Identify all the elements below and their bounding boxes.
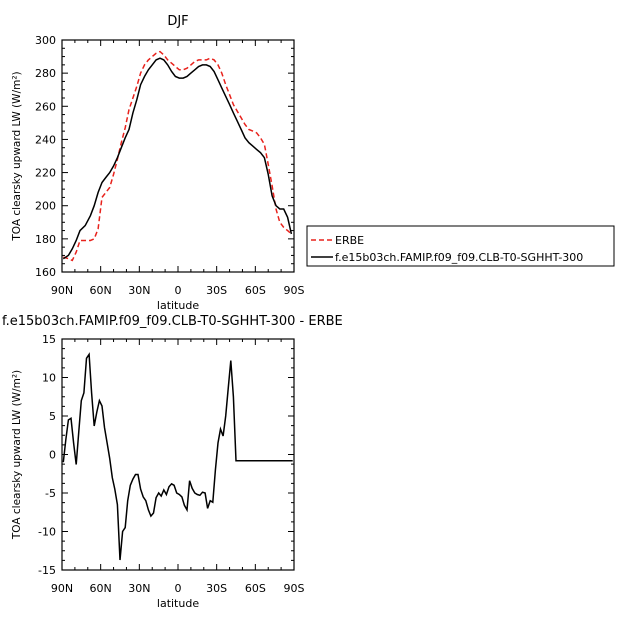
x-tick-label: 90S: [284, 284, 305, 297]
plot-frame: [61, 338, 295, 571]
x-tick-label: 0: [175, 582, 182, 595]
x-axis-label: latitude: [157, 597, 199, 610]
chart-panel-1: DJF 90N 60N 30N 0 30S 60S 90S 160 180 200 220 240 260…: [11, 14, 615, 312]
x-tick-label: 30S: [206, 284, 227, 297]
chart-panel-2: f.e15b03ch.FAMIP.f09_f09.CLB-T0-SGHHT-30…: [2, 314, 343, 610]
y-tick-label: 160: [35, 266, 56, 279]
x-tick-label: 30N: [128, 284, 150, 297]
legend: ERBE f.e15b03ch.FAMIP.f09_f09.CLB-T0-SGHH…: [306, 225, 615, 267]
x-tick-label: 60S: [245, 284, 266, 297]
y-axis-label: TOA clearsky upward LW (W/m²): [11, 71, 23, 241]
y-tick-label: 10: [42, 372, 56, 385]
y-tick-label: 240: [35, 133, 56, 146]
legend-box: [306, 225, 615, 267]
y-tick-label: 300: [35, 34, 56, 47]
series-line-1: [63, 50, 292, 262]
x-tick-label: 90N: [51, 284, 73, 297]
y-tick-label: -5: [45, 487, 56, 500]
y-tick-label: 180: [35, 233, 56, 246]
y-axis-label: TOA clearsky upward LW (W/m²): [11, 370, 23, 540]
series-line-2: [62, 57, 293, 260]
x-tick-label: 30N: [128, 582, 150, 595]
y-tick-label: 200: [35, 200, 56, 213]
x-axis-label: latitude: [157, 299, 199, 312]
legend-label: ERBE: [335, 234, 364, 247]
y-tick-label: 15: [42, 333, 56, 346]
y-tick-label: -15: [38, 564, 56, 577]
x-tick-label: 90S: [284, 582, 305, 595]
y-tick-label: 260: [35, 100, 56, 113]
chart-title: DJF: [167, 14, 188, 29]
series-line-1: [62, 352, 293, 561]
x-tick-label: 30S: [206, 582, 227, 595]
y-tick-label: -10: [38, 526, 56, 539]
x-tick-label: 0: [175, 284, 182, 297]
plot-frame: [61, 39, 295, 273]
y-tick-label: 280: [35, 67, 56, 80]
chart-title: f.e15b03ch.FAMIP.f09_f09.CLB-T0-SGHHT-30…: [2, 314, 343, 329]
x-tick-label: 60N: [90, 284, 112, 297]
y-tick-label: 220: [35, 167, 56, 180]
legend-label: f.e15b03ch.FAMIP.f09_f09.CLB-T0-SGHHT-30…: [335, 251, 583, 264]
y-tick-label: 5: [49, 410, 56, 423]
x-tick-label: 90N: [51, 582, 73, 595]
x-tick-label: 60S: [245, 582, 266, 595]
y-tick-label: 0: [49, 449, 56, 462]
x-tick-label: 60N: [90, 582, 112, 595]
